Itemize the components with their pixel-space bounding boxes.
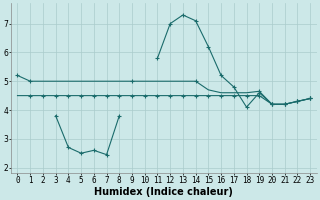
X-axis label: Humidex (Indice chaleur): Humidex (Indice chaleur) — [94, 187, 233, 197]
